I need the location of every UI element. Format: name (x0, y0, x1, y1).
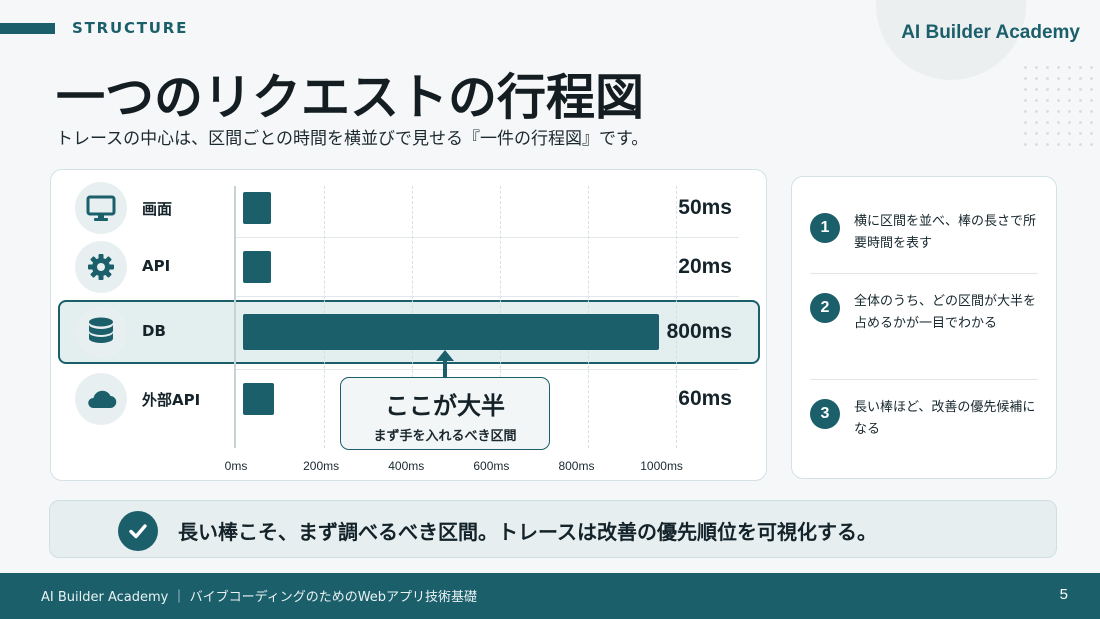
bar (243, 314, 659, 350)
value-label: 50ms (678, 196, 732, 219)
point-number-badge: 1 (810, 213, 840, 243)
x-axis-line (234, 186, 236, 448)
x-tick-label: 400ms (388, 459, 425, 473)
cloud-icon (75, 373, 127, 425)
callout-arrow-icon (436, 350, 454, 382)
row-label: DB (142, 322, 166, 340)
x-tick-label: 200ms (303, 459, 340, 473)
bar (243, 251, 271, 283)
section-label: STRUCTURE (72, 19, 189, 37)
x-tick-label: 800ms (558, 459, 595, 473)
grid-line (676, 186, 677, 448)
point-number-badge: 3 (810, 399, 840, 429)
value-label: 60ms (678, 387, 732, 410)
bar (243, 383, 275, 415)
x-tick-label: 1000ms (640, 459, 683, 473)
row-divider (235, 237, 739, 238)
page-title: 一つのリクエストの行程図 (56, 69, 645, 126)
value-label: 20ms (678, 255, 732, 278)
x-tick-label: 0ms (224, 459, 248, 473)
point-text: 横に区間を並べ、棒の長さで所要時間を表す (854, 214, 1037, 251)
decorative-dot-grid (1020, 62, 1098, 154)
row-divider (235, 369, 739, 370)
point-divider (810, 379, 1038, 380)
callout-box: ここが大半 まず手を入れるべき区間 (340, 377, 550, 450)
section-accent-bar (0, 23, 55, 34)
database-icon (75, 306, 127, 358)
page-subtitle: トレースの中心は、区間ごとの時間を横並びで見せる『一件の行程図』です。 (56, 129, 649, 149)
summary-banner: 長い棒こそ、まず調べるべき区間。トレースは改善の優先順位を可視化する。 (49, 500, 1057, 558)
monitor-icon (75, 182, 127, 234)
callout-title: ここが大半 (385, 392, 505, 420)
gear-icon (75, 241, 127, 293)
point-text: 全体のうち、どの区間が大半を占めるかが一目でわかる (854, 294, 1037, 331)
summary-text: 長い棒こそ、まず調べるべき区間。トレースは改善の優先順位を可視化する。 (178, 520, 877, 544)
footer-bar: AI Builder Academy ｜ バイブコーディングのためのWebアプリ… (0, 573, 1100, 619)
point-text: 長い棒ほど、改善の優先候補になる (854, 400, 1036, 437)
row-label: 外部API (142, 391, 201, 409)
check-icon (118, 511, 158, 551)
point-number-badge: 2 (810, 293, 840, 323)
key-points-card: 1 横に区間を並べ、棒の長さで所要時間を表す 2 全体のうち、どの区間が大半を占… (791, 176, 1057, 479)
value-label: 800ms (666, 320, 732, 343)
page-number: 5 (1059, 586, 1068, 603)
bar (243, 192, 271, 224)
row-label: API (142, 257, 171, 275)
callout-subtitle: まず手を入れるべき区間 (373, 429, 517, 444)
x-tick-label: 600ms (473, 459, 510, 473)
row-label: 画面 (142, 200, 173, 218)
footer-text: AI Builder Academy ｜ バイブコーディングのためのWebアプリ… (41, 590, 478, 605)
row-divider (235, 296, 739, 297)
brand-logo-text: AI Builder Academy (901, 22, 1080, 43)
point-divider (810, 273, 1038, 274)
